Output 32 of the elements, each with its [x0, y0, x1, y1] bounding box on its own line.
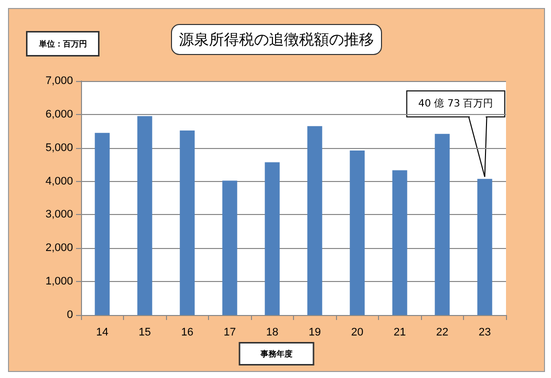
x-tick-label: 22 [436, 326, 448, 338]
x-tick-label: 18 [266, 326, 278, 338]
bar [350, 150, 365, 315]
y-tick-label: 7,000 [45, 75, 73, 87]
bar [264, 162, 280, 315]
bar [392, 170, 408, 315]
x-axis-title: 事務年度 [260, 348, 292, 358]
x-tick-label: 14 [96, 326, 108, 338]
bar [307, 126, 322, 315]
bar [180, 130, 195, 315]
chart-title: 源泉所得税の追徴税額の推移 [179, 30, 374, 48]
y-tick-label: 1,000 [45, 276, 73, 288]
y-tick-label: 5,000 [45, 142, 73, 154]
x-tick-label: 21 [394, 326, 406, 338]
y-tick-label: 3,000 [45, 208, 73, 221]
x-tick-label: 23 [478, 326, 491, 338]
text: 単位：百万円 [38, 39, 87, 48]
x-tick-label: 19 [308, 326, 321, 338]
y-tick-label: 2,000 [45, 242, 73, 254]
bar [137, 116, 152, 315]
x-tick-label: 20 [351, 326, 364, 338]
bar [477, 178, 492, 315]
x-tick-label: 16 [181, 326, 194, 338]
x-tick-label: 17 [224, 326, 236, 338]
annotation: 40 億 73 百万円 [418, 97, 494, 110]
y-tick-label: 4,000 [45, 175, 73, 188]
bar [222, 180, 238, 315]
bar [434, 134, 450, 315]
x-tick-label: 15 [138, 326, 151, 338]
y-tick-label: 6,000 [45, 108, 73, 120]
y-tick-label: 0 [66, 309, 73, 321]
bar [94, 132, 110, 315]
